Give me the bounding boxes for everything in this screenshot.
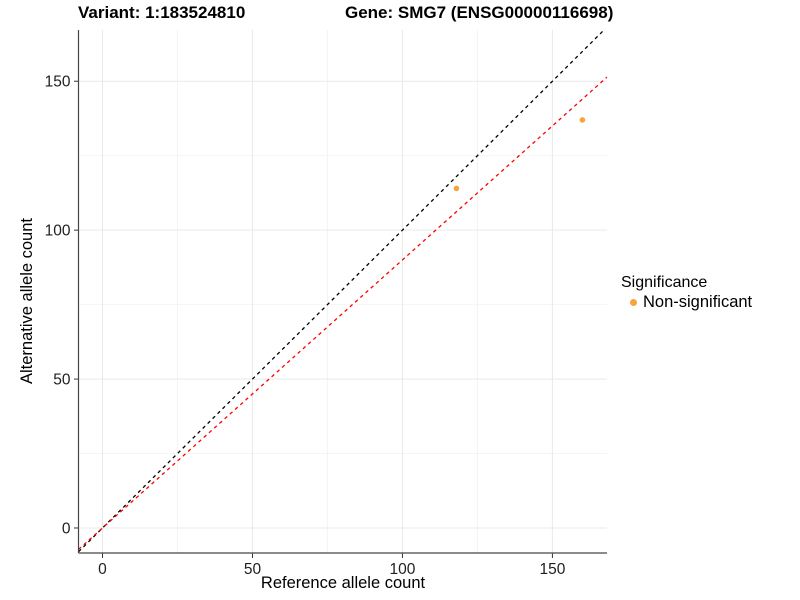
- x-tick-label: 0: [98, 561, 107, 578]
- plot-title-variant: Variant: 1:183524810: [78, 3, 246, 22]
- fit-line: [78, 76, 607, 550]
- x-tick-label: 50: [244, 561, 262, 578]
- plot-title-gene: Gene: SMG7 (ENSG00000116698): [345, 3, 614, 22]
- panel-background: [78, 30, 607, 553]
- x-axis-title: Reference allele count: [260, 574, 426, 592]
- y-tick-label: 0: [62, 520, 71, 537]
- y-tick-label: 100: [45, 223, 71, 240]
- legend-item: Non-significant: [621, 293, 752, 312]
- legend: Significance Non-significant: [621, 274, 752, 312]
- x-tick-label: 150: [539, 561, 565, 578]
- data-point: [579, 117, 586, 123]
- legend-item-label: Non-significant: [643, 293, 753, 311]
- legend-title: Significance: [621, 274, 708, 291]
- y-axis-title: Alternative allele count: [18, 218, 36, 385]
- x-tick-label: 100: [390, 561, 416, 578]
- identity-line: [78, 30, 605, 553]
- non-significant-dot-icon: [630, 299, 637, 306]
- y-tick-label: 50: [53, 372, 71, 389]
- data-point: [453, 185, 460, 192]
- y-tick-label: 150: [45, 74, 71, 91]
